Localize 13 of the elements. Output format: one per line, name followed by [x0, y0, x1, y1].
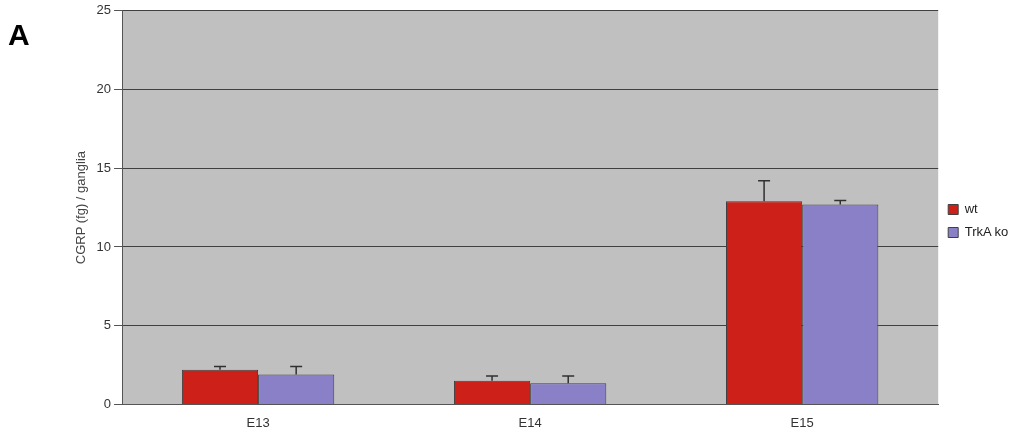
- y-tick-label: 15: [96, 159, 112, 175]
- legend-label: TrkA ko: [964, 224, 1009, 240]
- y-axis-title: CGRP (fg) / ganglia: [73, 150, 89, 265]
- text: A: [8, 18, 30, 52]
- legend-label: wt: [963, 201, 979, 217]
- y-tick-label: 25: [96, 2, 112, 18]
- y-tick-label: 10: [96, 238, 112, 254]
- y-tick-label: 0: [103, 395, 112, 411]
- x-tick-label: E15: [790, 414, 814, 430]
- x-tick-label: E13: [246, 414, 270, 430]
- y-tick-label: 20: [96, 81, 112, 97]
- y-tick-label: 5: [103, 317, 112, 333]
- x-tick-label: E14: [518, 414, 542, 430]
